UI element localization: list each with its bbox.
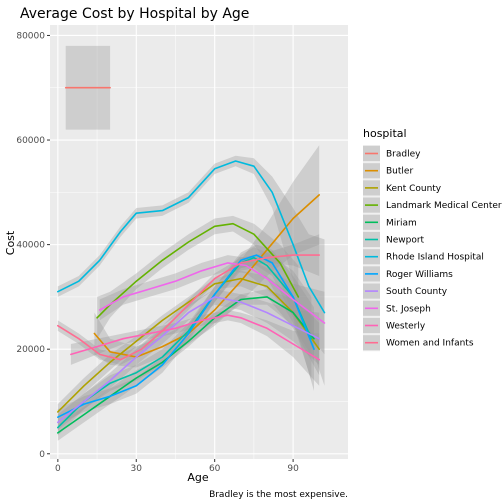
legend-label-kent-county: Kent County (386, 184, 442, 194)
legend-label-women-and-infants: Women and Infants (386, 339, 474, 349)
y-tick-label: 20000 (16, 345, 45, 355)
x-tick-label: 30 (131, 464, 143, 474)
band-south-county (57, 289, 320, 431)
legend-label-newport: Newport (386, 236, 425, 246)
legend-label-rhode-island-hospital: Rhode Island Hospital (386, 253, 484, 263)
y-axis-title: Cost (4, 230, 17, 255)
band-newport (57, 247, 312, 436)
x-axis: 0 30 60 90 (55, 459, 299, 474)
x-axis-title: Age (187, 471, 209, 484)
x-tick-label: 0 (55, 464, 61, 474)
chart-caption: Bradley is the most expensive. (209, 490, 348, 500)
line-st-joseph (98, 262, 326, 324)
line-butler (93, 194, 321, 358)
grid (50, 25, 348, 459)
band-women-and-infants (57, 234, 320, 365)
legend: hospital Bradley Butler Kent County Landmar… (363, 127, 502, 352)
y-tick-label: 80000 (16, 31, 45, 41)
legend-label-roger-williams: Roger Williams (386, 270, 453, 280)
legend-label-westerly: Westerly (386, 322, 426, 332)
line-westerly (70, 314, 321, 361)
band-westerly (70, 310, 320, 386)
plot-panel (50, 25, 348, 459)
series-lines (56, 86, 326, 434)
band-miriam (57, 289, 315, 441)
y-tick-label: 40000 (16, 241, 45, 251)
chart-title: Average Cost by Hospital by Age (20, 6, 249, 22)
band-landmark-medical-center (97, 215, 299, 339)
y-tick-label: 60000 (16, 136, 45, 146)
legend-label-landmark-medical-center: Landmark Medical Center (386, 201, 502, 211)
line-rhode-island-hospital (56, 160, 326, 314)
line-miriam (56, 296, 315, 434)
line-landmark-medical-center (96, 222, 300, 319)
legend-label-miriam: Miriam (386, 218, 417, 228)
band-kent-county (57, 270, 320, 420)
y-axis: 0 20000 40000 60000 80000 (16, 31, 50, 460)
legend-label-south-county: South County (386, 287, 448, 297)
legend-title: hospital (363, 127, 407, 140)
legend-label-butler: Butler (386, 167, 413, 177)
legend-label-st-joseph: St. Joseph (386, 304, 431, 314)
line-women-and-infants (56, 254, 321, 361)
legend-label-bradley: Bradley (386, 150, 421, 160)
line-roger-williams (56, 254, 315, 419)
x-tick-label: 90 (287, 464, 299, 474)
line-kent-county (56, 277, 321, 413)
line-south-county (56, 296, 321, 424)
y-tick-label: 0 (39, 450, 45, 460)
x-tick-label: 60 (209, 464, 221, 474)
